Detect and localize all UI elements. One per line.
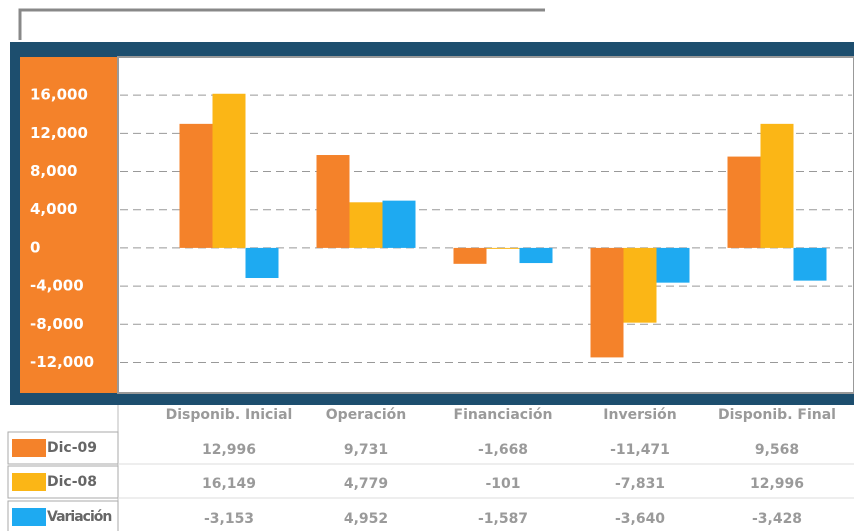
value-label: 12,996	[202, 442, 256, 458]
bar	[453, 247, 487, 264]
y-tick-label: 8,000	[30, 162, 77, 180]
x-tick-label: Financiación	[454, 407, 553, 423]
bar	[382, 200, 416, 248]
value-label: -101	[485, 476, 520, 492]
y-tick-label: -8,000	[30, 315, 84, 333]
legend-swatch	[12, 508, 46, 526]
value-label: -3,153	[204, 511, 254, 527]
bar	[519, 247, 553, 264]
bar	[179, 123, 213, 248]
legend-swatch	[12, 473, 46, 491]
value-label: -1,587	[478, 511, 528, 527]
y-tick-label: 4,000	[30, 200, 77, 218]
value-label: 12,996	[750, 476, 804, 492]
y-tick-label: 16,000	[30, 86, 88, 104]
value-label: -7,831	[615, 476, 665, 492]
bar	[245, 247, 279, 279]
y-tick-label: -12,000	[30, 353, 94, 371]
legend-label: Variación	[47, 509, 111, 525]
value-label: 4,779	[344, 476, 388, 492]
value-label: -11,471	[610, 442, 670, 458]
value-label: 9,568	[755, 442, 799, 458]
y-tick-label: -4,000	[30, 277, 84, 295]
value-label: 9,731	[344, 442, 388, 458]
bar	[590, 247, 624, 358]
value-label: 4,952	[344, 511, 388, 527]
bar	[727, 156, 761, 248]
bar	[623, 247, 657, 323]
value-label: -3,640	[615, 511, 665, 527]
bar	[760, 123, 794, 248]
axis-panel	[20, 57, 118, 393]
legend-label: Dic-09	[47, 440, 97, 456]
bar	[486, 247, 520, 249]
legend-label: Dic-08	[47, 474, 97, 490]
x-tick-label: Inversión	[603, 407, 676, 423]
x-tick-label: Disponib. Inicial	[166, 407, 293, 423]
x-tick-label: Disponib. Final	[718, 407, 836, 423]
y-tick-label: 12,000	[30, 124, 88, 142]
value-label: -3,428	[752, 511, 802, 527]
bar	[316, 155, 350, 248]
bar	[349, 202, 383, 248]
decor-line	[18, 8, 545, 40]
bar	[793, 247, 827, 281]
value-label: -1,668	[478, 442, 528, 458]
legend-cell	[7, 465, 119, 499]
x-tick-label: Operación	[326, 407, 406, 423]
bar	[212, 93, 246, 248]
value-label: 16,149	[202, 476, 256, 492]
y-tick-label: 0	[30, 238, 40, 256]
legend-swatch	[12, 439, 46, 457]
bar	[656, 247, 690, 283]
